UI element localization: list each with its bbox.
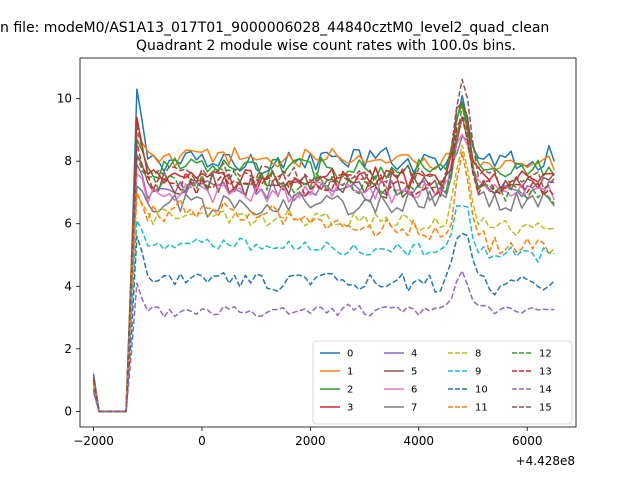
legend-box	[312, 340, 573, 425]
series-line-6	[92, 133, 555, 413]
chart-suptitle: n file: modeM0/AS1A13_017T01_9000006028_…	[0, 20, 549, 36]
x-tick-label: −2000	[73, 434, 114, 448]
legend-label-12: 12	[539, 349, 552, 360]
series-line-14	[92, 270, 555, 413]
legend-label-15: 15	[539, 403, 552, 414]
y-tick-label: 4	[64, 279, 72, 293]
legend-label-1: 1	[347, 367, 353, 378]
legend-label-5: 5	[411, 367, 417, 378]
series-line-11	[92, 151, 555, 413]
y-tick-label: 0	[64, 404, 72, 418]
legend-label-0: 0	[347, 349, 353, 360]
legend-label-2: 2	[347, 385, 353, 396]
y-tick-label: 2	[64, 342, 72, 356]
series-line-0	[92, 88, 556, 413]
series-line-13	[92, 116, 555, 413]
legend-label-6: 6	[411, 385, 417, 396]
legend-label-4: 4	[411, 349, 417, 360]
y-axis: 0 2 4 6 8 10	[57, 92, 80, 418]
series-line-12	[92, 104, 555, 413]
x-tick-label: 0	[198, 434, 206, 448]
x-offset-label: +4.428e8	[516, 454, 575, 468]
series-line-2	[92, 100, 555, 413]
x-tick-label: 2000	[295, 434, 326, 448]
legend-label-10: 10	[475, 385, 488, 396]
legend-label-3: 3	[347, 403, 353, 414]
series-line-8	[92, 144, 555, 413]
x-axis: −2000 0 2000 4000 6000	[73, 427, 542, 448]
legend-label-9: 9	[475, 367, 481, 378]
y-tick-label: 10	[57, 92, 72, 106]
series-layer	[92, 78, 556, 413]
axes-frame	[79, 57, 577, 428]
x-tick-label: 6000	[512, 434, 543, 448]
x-tick-label: 4000	[404, 434, 435, 448]
series-line-10	[92, 232, 555, 413]
legend-label-11: 11	[475, 403, 488, 414]
series-line-9	[92, 205, 555, 413]
y-tick-label: 8	[64, 154, 72, 168]
legend-label-13: 13	[539, 367, 552, 378]
legend-label-7: 7	[411, 403, 417, 414]
legend-label-8: 8	[475, 349, 481, 360]
series-line-15	[92, 78, 555, 413]
legend-label-14: 14	[539, 385, 552, 396]
y-tick-label: 6	[64, 217, 72, 231]
chart-title: Quadrant 2 module wise count rates with …	[136, 38, 516, 54]
